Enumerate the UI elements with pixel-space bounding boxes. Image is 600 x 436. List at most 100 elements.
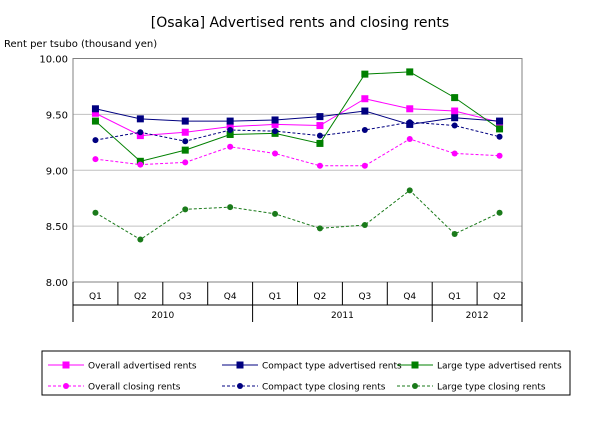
data-point — [92, 156, 99, 163]
legend-marker — [412, 383, 418, 389]
data-point — [406, 119, 413, 126]
x-tick-label: Q1 — [269, 292, 282, 302]
y-tick-label: 9.50 — [46, 110, 68, 121]
data-point — [92, 137, 99, 144]
data-point — [316, 225, 323, 232]
year-label: 2012 — [466, 311, 489, 321]
x-tick-label: Q4 — [224, 292, 237, 302]
x-tick-label: Q4 — [403, 292, 416, 302]
data-point — [182, 138, 189, 145]
data-point — [361, 70, 369, 78]
data-point — [226, 123, 234, 131]
legend-marker — [411, 361, 419, 369]
y-tick-label: 9.00 — [46, 166, 68, 177]
x-tick-label: Q2 — [314, 292, 327, 302]
data-point — [316, 113, 324, 121]
series-line — [95, 189, 500, 241]
series — [91, 95, 504, 140]
data-point — [227, 204, 234, 211]
legend-marker — [237, 383, 243, 389]
data-point — [451, 94, 459, 102]
data-point — [136, 157, 144, 165]
data-point — [182, 206, 189, 213]
series-line — [95, 138, 500, 167]
x-tick-label: Q2 — [134, 292, 147, 302]
y-axis-label: Rent per tsubo (thousand yen) — [4, 39, 157, 50]
data-point — [91, 109, 99, 117]
legend-label: Overall advertised rents — [88, 362, 197, 372]
data-point — [316, 139, 324, 147]
data-point — [271, 120, 279, 128]
x-tick-label: Q2 — [493, 292, 506, 302]
data-point — [181, 128, 189, 136]
x-tick-label: Q1 — [448, 292, 461, 302]
legend-label: Large type closing rents — [437, 383, 546, 393]
data-point — [227, 127, 234, 134]
year-label: 2011 — [331, 311, 354, 321]
data-point — [91, 117, 99, 125]
legend-label: Large type advertised rents — [437, 362, 562, 372]
data-point — [272, 210, 279, 217]
y-tick-label: 8.50 — [46, 222, 68, 233]
data-point — [406, 187, 413, 194]
legend-marker — [62, 361, 70, 369]
y-tick-label: 10.00 — [39, 55, 68, 66]
series — [92, 187, 503, 243]
data-point — [226, 117, 234, 125]
series-line — [95, 108, 500, 125]
legend-label: Overall closing rents — [88, 383, 181, 393]
data-point — [406, 135, 413, 142]
series-line — [95, 71, 500, 162]
data-point — [361, 95, 369, 103]
series-line — [95, 98, 500, 137]
data-point — [137, 236, 144, 243]
data-point — [451, 107, 459, 115]
data-point — [451, 230, 458, 237]
data-point — [182, 159, 189, 166]
series-line — [95, 121, 500, 142]
data-point — [496, 209, 503, 216]
series — [91, 68, 504, 165]
data-point — [181, 117, 189, 125]
data-point — [226, 130, 234, 138]
legend-label: Compact type advertised rents — [262, 362, 402, 372]
data-point — [316, 162, 323, 169]
series — [92, 119, 503, 145]
data-point — [136, 115, 144, 123]
data-point — [316, 132, 323, 139]
data-point — [496, 117, 504, 125]
data-point — [137, 129, 144, 136]
data-point — [406, 68, 414, 76]
data-point — [451, 122, 458, 129]
data-point — [92, 209, 99, 216]
series — [92, 135, 503, 169]
legend-marker — [236, 361, 244, 369]
data-point — [496, 125, 504, 133]
data-point — [136, 132, 144, 140]
data-point — [181, 146, 189, 154]
data-point — [406, 105, 414, 113]
data-point — [361, 107, 369, 115]
chart-title: [Osaka] Advertised rents and closing ren… — [151, 15, 449, 31]
legend-box — [41, 350, 571, 396]
legend-label: Compact type closing rents — [262, 383, 386, 393]
x-tick-label: Q1 — [89, 292, 102, 302]
data-point — [316, 122, 324, 130]
x-tick-label: Q3 — [358, 292, 371, 302]
data-point — [271, 116, 279, 124]
data-point — [361, 162, 368, 169]
year-label: 2010 — [151, 311, 174, 321]
data-point — [451, 150, 458, 157]
data-point — [272, 128, 279, 135]
data-point — [496, 152, 503, 159]
y-tick-label: 8.00 — [46, 278, 68, 289]
data-point — [137, 161, 144, 168]
data-point — [272, 150, 279, 157]
data-point — [496, 133, 503, 140]
data-point — [361, 222, 368, 229]
data-point — [91, 105, 99, 113]
data-point — [361, 127, 368, 134]
x-tick-label: Q3 — [179, 292, 192, 302]
data-point — [227, 143, 234, 150]
